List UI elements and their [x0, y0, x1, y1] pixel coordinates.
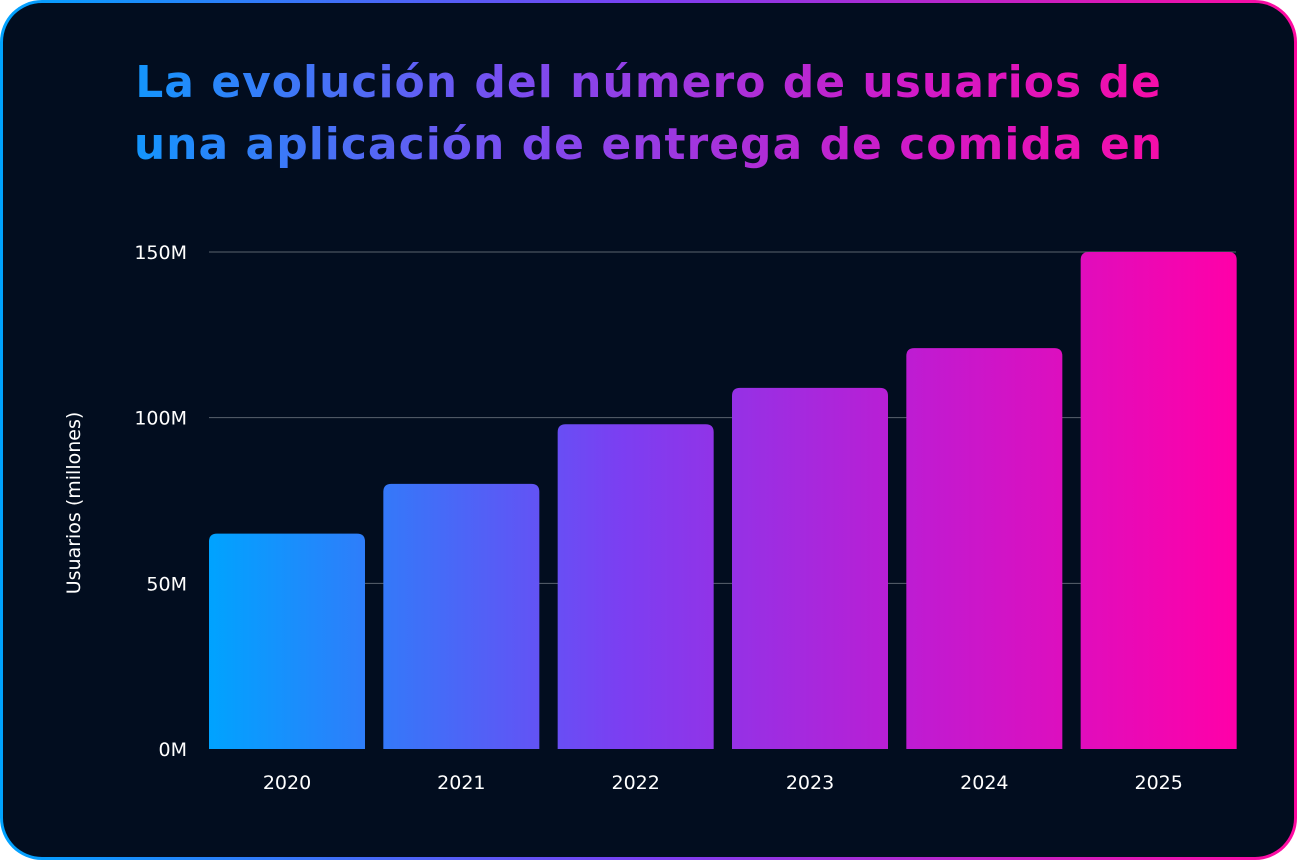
bar-2025: [1080, 252, 1237, 749]
x-tick-label: 2023: [786, 772, 834, 794]
bar-2024: [906, 348, 1063, 749]
bar-2023: [732, 387, 888, 749]
y-tick-label: 100M: [134, 408, 187, 430]
y-axis-label: Usuarios (millones): [63, 412, 85, 595]
x-tick-label: 2025: [1134, 772, 1182, 794]
x-tick-label: 2024: [960, 772, 1008, 794]
bar-2021: [383, 483, 540, 749]
y-tick-label: 50M: [146, 573, 187, 595]
x-tick-label: 2020: [263, 772, 311, 794]
x-tick-label: 2021: [437, 772, 485, 794]
bar-2020: [209, 533, 365, 749]
y-tick-label: 150M: [134, 242, 187, 264]
y-tick-label: 0M: [159, 739, 187, 761]
x-tick-label: 2022: [611, 772, 659, 794]
bar-2022: [557, 424, 714, 749]
chart-title: La evolución del número de usuarios de u…: [0, 52, 1297, 176]
